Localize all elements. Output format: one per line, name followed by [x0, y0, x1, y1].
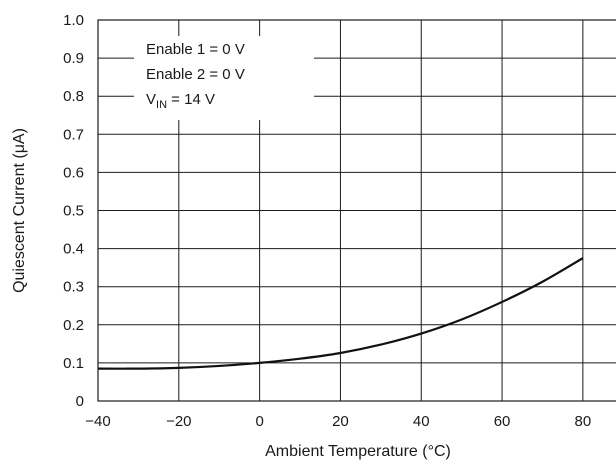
x-tick-label: 40: [413, 413, 430, 430]
x-tick-label: −20: [166, 413, 191, 430]
y-tick-label: 0.7: [63, 126, 84, 143]
quiescent-current-curve: [97, 257, 584, 370]
x-tick-labels: −40 −20 0 20 40 60 80: [85, 413, 591, 430]
x-axis-title: Ambient Temperature (°C): [265, 443, 451, 460]
y-tick-label: 0.3: [63, 279, 84, 296]
y-tick-label: 0.9: [63, 50, 84, 67]
y-tick-label: 0.1: [63, 355, 84, 372]
x-tick-label: 60: [494, 413, 511, 430]
y-tick-label: 0.6: [63, 164, 84, 181]
y-tick-label: 0.2: [63, 317, 84, 334]
y-tick-label: 0.4: [63, 241, 84, 258]
x-tick-label: 80: [575, 413, 592, 430]
y-tick-labels: 0 0.1 0.2 0.3 0.4 0.5 0.6 0.7 0.8 0.9 1.0: [63, 12, 84, 410]
plot-area: [97, 19, 616, 402]
legend-line-vin: VIN = 14 V: [146, 91, 215, 111]
x-tick-label: −40: [85, 413, 110, 430]
y-tick-label: 0.5: [63, 203, 84, 220]
x-tick-label: 20: [332, 413, 349, 430]
legend-line-enable-1: Enable 1 = 0 V: [146, 41, 245, 58]
y-tick-label: 0.8: [63, 88, 84, 105]
legend-line-enable-2: Enable 2 = 0 V: [146, 66, 245, 83]
legend: Enable 1 = 0 V Enable 2 = 0 V VIN = 14 V: [134, 36, 314, 120]
y-tick-label: 1.0: [63, 12, 84, 29]
legend-background: [134, 36, 314, 120]
y-tick-label: 0: [76, 393, 84, 410]
y-axis-title: Quiescent Current (μA): [11, 128, 28, 293]
x-tick-label: 0: [255, 413, 263, 430]
